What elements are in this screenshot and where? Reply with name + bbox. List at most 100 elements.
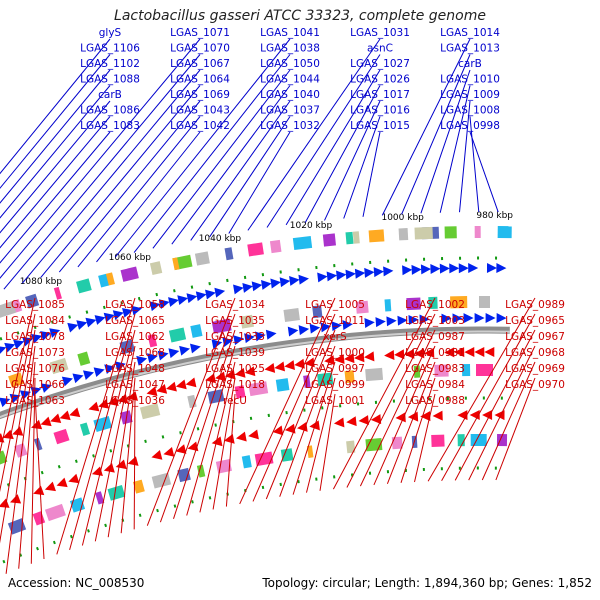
forward-gene-label: LGAS_1044 (260, 74, 320, 86)
reverse-gene-arrow (215, 371, 226, 382)
reverse-gene-label-leader (495, 377, 536, 481)
forward-gene-label-leader (324, 100, 381, 221)
reverse-feature-block (241, 455, 252, 469)
reverse-gene-label: LGAS_1084 (5, 315, 65, 327)
forward-gene-label-leader (0, 69, 111, 204)
reverse-gene-label: LGAS_0968 (505, 347, 565, 359)
reverse-gene-arrow (59, 410, 71, 421)
forward-gene-label-leader (0, 54, 111, 189)
reverse-gene-label: LGAS_1047 (105, 379, 165, 391)
forward-gene-label-leader (0, 131, 111, 264)
reverse-gene-arrow (151, 450, 163, 460)
reverse-gene-arrow (146, 386, 158, 397)
reverse-gene-label: LGAS_1048 (105, 363, 165, 375)
forward-feature-block (355, 300, 369, 314)
forward-gene-label-leader (343, 116, 381, 219)
map-title: Lactobacillus gasseri ATCC 33323, comple… (114, 8, 486, 24)
reverse-gene-label-leader (225, 393, 236, 507)
reverse-gene-label: LGAS_1036 (105, 395, 165, 407)
reverse-gene-label-leader (186, 345, 236, 516)
reverse-gene-label: LGAS_1033 (205, 331, 265, 343)
forward-gene-arrow (49, 328, 61, 338)
reverse-feature-block (306, 445, 314, 458)
reverse-gene-label: LGAS_0997 (305, 363, 365, 375)
forward-gene-arrow (251, 281, 263, 292)
forward-feature-block (168, 327, 187, 343)
reverse-gene-arrow (33, 485, 45, 496)
forward-gene-arrow (496, 263, 507, 274)
reverse-gene-arrow (185, 377, 197, 388)
scale-label: 1080 kbp (20, 277, 63, 287)
forward-gene-label: LGAS_1088 (80, 74, 140, 86)
reverse-gene-label-leader (34, 393, 45, 560)
forward-gene-arrow (463, 313, 474, 324)
reverse-gene-arrow (334, 354, 345, 365)
forward-gene-label: LGAS_1071 (170, 27, 230, 39)
forward-gene-arrow (386, 316, 397, 327)
reverse-gene-arrow (175, 444, 187, 454)
forward-gene-label: LGAS_1069 (170, 89, 230, 101)
scale-label: 1060 kbp (109, 253, 152, 263)
forward-feature-block (283, 308, 300, 322)
forward-feature-block (119, 339, 136, 355)
reverse-gene-label-leader (212, 377, 236, 510)
forward-feature-block (211, 318, 232, 334)
reverse-gene-arrow (457, 410, 468, 421)
reverse-gene-label-leader (133, 393, 136, 530)
reverse-gene-label-leader (386, 361, 436, 484)
forward-gene-arrow (298, 325, 310, 336)
reverse-gene-label: LGAS_1039 (205, 347, 265, 359)
reverse-gene-label: LGAS_0988 (405, 395, 465, 407)
reverse-gene-arrow (407, 411, 419, 422)
forward-gene-label: LGAS_1031 (350, 27, 410, 39)
forward-gene-arrow (4, 342, 16, 353)
forward-gene-label-leader (171, 85, 291, 245)
reverse-feature-block (344, 370, 355, 384)
forward-gene-arrow (320, 322, 332, 333)
forward-gene-arrow (485, 312, 496, 323)
reverse-gene-arrow (31, 419, 43, 430)
forward-gene-label-leader (469, 131, 499, 213)
forward-gene-label: carB (98, 89, 122, 101)
forward-feature-block (247, 242, 264, 257)
forward-gene-label-leader (228, 131, 291, 234)
reverse-gene-label: LGAS_1003 (405, 315, 465, 327)
forward-gene-label-leader (114, 38, 291, 258)
forward-gene-label: LGAS_1038 (260, 43, 320, 55)
reverse-gene-arrow (346, 416, 357, 427)
forward-gene-label: LGAS_1014 (440, 27, 500, 39)
reverse-gene-label-leader (146, 297, 236, 526)
reverse-feature-block (365, 367, 384, 382)
reverse-gene-label: LGAS_1035 (205, 315, 265, 327)
forward-gene-label-leader (21, 69, 201, 284)
forward-gene-arrow (168, 348, 180, 359)
genome-backbone-highlight (0, 330, 510, 419)
reverse-feature-block (44, 503, 66, 522)
scale-label: 1000 kbp (381, 213, 424, 223)
forward-gene-label-leader (469, 116, 480, 213)
forward-gene-label-leader (190, 100, 291, 241)
forward-feature-block (352, 231, 360, 244)
reverse-gene-label-leader (199, 361, 236, 513)
reverse-feature-block (139, 403, 161, 420)
forward-gene-arrow (458, 263, 469, 274)
reverse-gene-label-leader (454, 329, 536, 481)
forward-gene-label: LGAS_1015 (350, 120, 410, 132)
reverse-gene-label: recU (223, 395, 247, 407)
reverse-gene-label-leader (18, 361, 36, 569)
forward-gene-label-leader (420, 69, 471, 214)
reverse-gene-label-leader (120, 377, 136, 534)
forward-gene-label: LGAS_1016 (350, 105, 410, 117)
forward-feature-block (49, 357, 69, 375)
forward-feature-block (149, 261, 163, 276)
forward-gene-label-leader (0, 38, 201, 279)
forward-gene-arrow (441, 313, 452, 324)
forward-gene-arrow (287, 326, 299, 337)
reverse-gene-arrow (370, 414, 382, 425)
reverse-gene-label: LGAS_1001 (305, 395, 365, 407)
reverse-gene-arrow (187, 441, 199, 452)
forward-gene-arrow (342, 320, 353, 331)
reverse-gene-label-leader (265, 329, 336, 500)
forward-gene-arrow (345, 269, 356, 280)
reverse-gene-label: LGAS_0967 (505, 331, 565, 343)
